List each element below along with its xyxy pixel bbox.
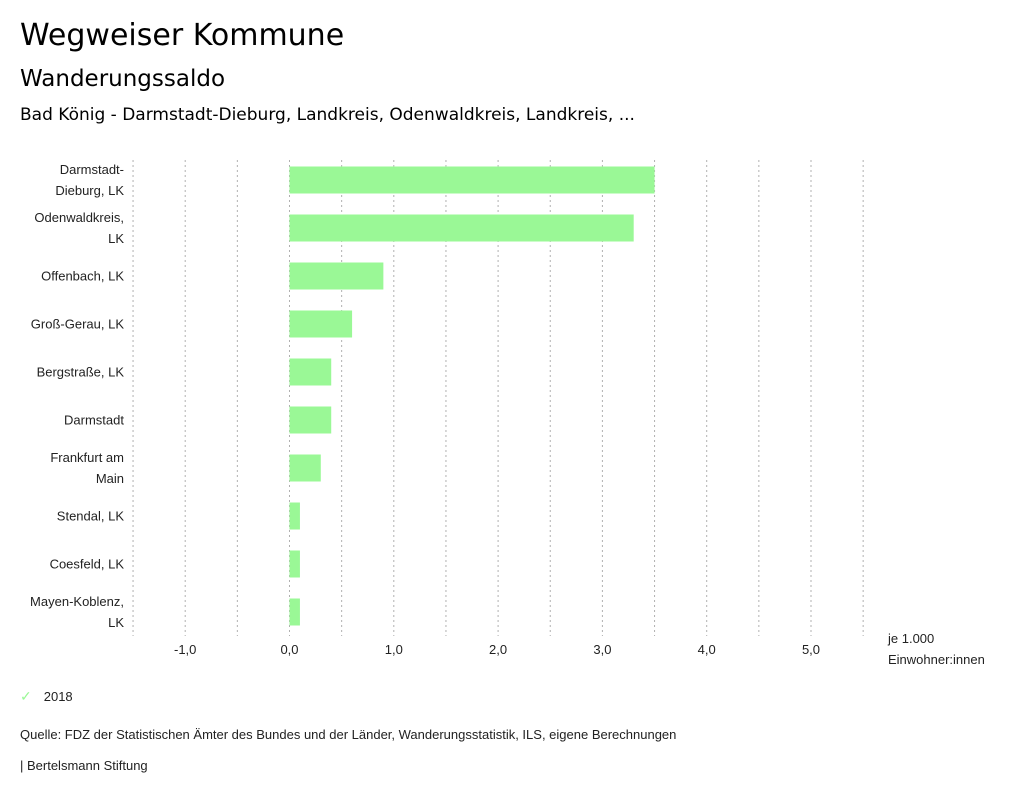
x-tick-label: -1,0 xyxy=(174,642,196,657)
legend-item-2018[interactable]: ✓ 2018 xyxy=(20,688,73,705)
category-label: Coesfeld, LK xyxy=(50,557,125,572)
category-label: LK xyxy=(108,231,124,246)
bar[interactable] xyxy=(289,550,300,578)
legend-label: 2018 xyxy=(43,689,73,704)
bar[interactable] xyxy=(289,454,321,482)
bars xyxy=(289,166,655,626)
category-label: Darmstadt- xyxy=(60,162,124,177)
x-tick-labels: -1,0 0,0 1,0 2,0 3,0 4,0 5,0 xyxy=(174,642,820,657)
bar[interactable] xyxy=(289,166,655,194)
category-label: Odenwaldkreis, xyxy=(34,210,124,225)
source-note: Quelle: FDZ der Statistischen Ämter des … xyxy=(20,727,677,742)
bar[interactable] xyxy=(289,598,300,626)
bar-chart: Darmstadt- Dieburg, LK Odenwaldkreis, LK Off… xyxy=(30,160,985,667)
unit-label-line: Einwohner:innen xyxy=(888,652,985,667)
chart-subtitle: Wanderungssaldo xyxy=(20,66,226,92)
category-label: Stendal, LK xyxy=(57,509,125,524)
category-label: Main xyxy=(96,471,124,486)
bar[interactable] xyxy=(289,214,634,242)
unit-label: je 1.000 Einwohner:innen xyxy=(887,631,985,667)
unit-label-line: je 1.000 xyxy=(887,631,934,646)
category-label: Mayen-Koblenz, xyxy=(30,594,124,609)
x-tick-label: 0,0 xyxy=(280,642,298,657)
bar[interactable] xyxy=(289,502,300,530)
category-labels: Darmstadt- Dieburg, LK Odenwaldkreis, LK Off… xyxy=(30,162,124,630)
x-tick-label: 1,0 xyxy=(385,642,403,657)
category-label: Bergstraße, LK xyxy=(37,365,125,380)
x-tick-label: 3,0 xyxy=(593,642,611,657)
x-tick-label: 4,0 xyxy=(698,642,716,657)
x-tick-label: 2,0 xyxy=(489,642,507,657)
bar[interactable] xyxy=(289,262,384,290)
check-icon: ✓ xyxy=(20,688,32,704)
x-tick-label: 5,0 xyxy=(802,642,820,657)
category-label: LK xyxy=(108,615,124,630)
category-label: Groß-Gerau, LK xyxy=(31,317,125,332)
brand-note: | Bertelsmann Stiftung xyxy=(20,758,148,773)
category-label: Darmstadt xyxy=(64,413,124,428)
bar[interactable] xyxy=(289,406,332,434)
category-label: Frankfurt am xyxy=(50,450,124,465)
category-label: Offenbach, LK xyxy=(41,269,124,284)
region-selection[interactable]: Bad König - Darmstadt-Dieburg, Landkreis… xyxy=(20,105,635,125)
bar[interactable] xyxy=(289,358,332,386)
page-title: Wegweiser Kommune xyxy=(20,18,345,53)
category-label: Dieburg, LK xyxy=(55,183,124,198)
bar[interactable] xyxy=(289,310,353,338)
